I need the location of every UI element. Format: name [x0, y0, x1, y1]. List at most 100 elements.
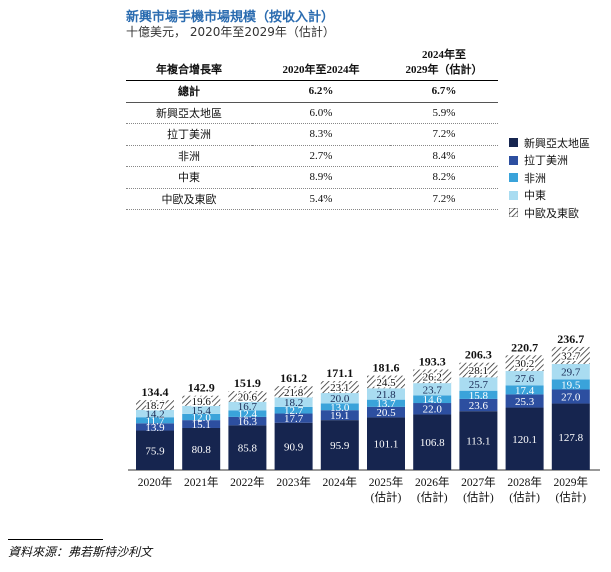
bar-segment-africa [505, 385, 544, 395]
legend-item-cee: 中歐及東歐 [509, 204, 590, 222]
bar-segment-africa [551, 379, 590, 390]
bar-segment-middle_east [228, 401, 267, 411]
bar-label-apac: 127.8 [558, 432, 583, 444]
x-tick-label: 2021年 [184, 475, 219, 489]
bar-total-label: 171.1 [326, 366, 353, 380]
bar-label-cee: 26.2 [423, 371, 442, 383]
bar-segment-latam [551, 389, 590, 404]
cagr-cell-v2: 8.2% [390, 166, 498, 189]
x-tick-label: 2027年 [461, 475, 496, 489]
x-tick-label: 2026年 [415, 475, 450, 489]
bar-label-africa: 17.4 [515, 385, 535, 397]
bar-segment-apac [228, 425, 267, 470]
bar-segment-africa [182, 413, 221, 421]
bar-label-apac: 120.1 [512, 434, 537, 446]
bar-segment-middle_east [182, 405, 221, 414]
x-tick-sublabel: (估計) [371, 490, 402, 504]
bar-segment-cee [136, 400, 174, 410]
bar-label-latam: 15.1 [192, 419, 211, 431]
bar-label-latam: 16.3 [238, 416, 258, 428]
x-tick-sublabel: (估計) [555, 490, 586, 504]
bar-label-middle_east: 16.7 [238, 401, 258, 413]
bar-segment-cee [551, 346, 590, 364]
cagr-cell-v2: 7.2% [390, 123, 498, 146]
bar-segment-africa [136, 417, 174, 424]
bar-segment-apac [551, 403, 590, 470]
bar-total-label: 206.3 [465, 348, 492, 362]
bar-label-africa: 12.4 [238, 409, 258, 421]
bar-label-latam: 27.0 [561, 392, 581, 404]
bar-total-label: 134.4 [142, 385, 169, 399]
bar-label-apac: 85.8 [238, 443, 258, 455]
cagr-cell-region: 中歐及東歐 [126, 188, 252, 210]
bar-total-label: 151.9 [234, 376, 261, 390]
bar-segment-africa [228, 410, 267, 417]
cagr-cell-region: 新興亞太地區 [126, 102, 252, 124]
cagr-header-region: 年複合增長率 [126, 40, 252, 81]
bar-segment-latam [228, 416, 267, 426]
bar-label-apac: 90.9 [284, 441, 304, 453]
bar-segment-cee [459, 362, 498, 378]
bar-total-label: 236.7 [557, 332, 584, 346]
bar-segment-africa [320, 403, 359, 411]
x-tick-sublabel: (估計) [417, 490, 448, 504]
bar-label-apac: 106.8 [420, 437, 445, 449]
bar-segment-latam [459, 398, 498, 412]
bar-label-middle_east: 15.4 [192, 405, 212, 417]
cagr-header-row: 年複合增長率 2020年至2024年 2024年至 2029年（估計） [126, 40, 498, 81]
legend-swatch-cee [509, 208, 518, 218]
x-tick-label: 2025年 [369, 475, 404, 489]
bar-segment-cee [274, 386, 313, 398]
bar-segment-apac [459, 411, 498, 470]
bar-segment-apac [182, 427, 221, 470]
bar-label-africa: 14.6 [423, 394, 443, 406]
chart-title: 新興市場手機市場規模（按收入計） [126, 10, 335, 25]
bar-label-middle_east: 29.7 [561, 367, 581, 379]
bar-segment-latam [274, 413, 313, 423]
x-tick-sublabel: (估計) [463, 490, 494, 504]
bar-segment-cee [505, 355, 544, 371]
cagr-cell-region: 中東 [126, 166, 252, 189]
bar-segment-cee [367, 375, 405, 389]
bar-label-cee: 20.6 [238, 391, 258, 403]
cagr-cell-v1: 8.3% [252, 123, 390, 146]
cagr-header-2024-2029: 2024年至 2029年（估計） [390, 40, 498, 81]
bar-label-cee: 19.6 [192, 396, 212, 408]
bar-label-apac: 101.1 [374, 439, 399, 451]
legend-label-africa: 非洲 [524, 171, 546, 185]
bar-segment-latam [182, 420, 221, 428]
legend-swatch-apac [509, 138, 518, 148]
cagr-cell-region: 非洲 [126, 145, 252, 167]
bar-segment-africa [367, 399, 405, 407]
bar-segment-apac [136, 430, 174, 470]
cagr-table: 年複合增長率 2020年至2024年 2024年至 2029年（估計） 總計 6… [126, 40, 498, 210]
bar-segment-cee [182, 395, 221, 406]
bar-label-latam: 17.7 [284, 413, 304, 425]
cagr-cell-region: 拉丁美洲 [126, 123, 252, 146]
bar-label-cee: 28.1 [469, 365, 488, 377]
bar-segment-latam [136, 423, 174, 431]
bar-segment-middle_east [136, 409, 174, 418]
bar-label-africa: 11.7 [146, 415, 165, 427]
bar-total-label: 161.2 [280, 371, 307, 385]
bar-label-middle_east: 27.6 [515, 373, 535, 385]
bar-segment-middle_east [413, 383, 452, 396]
legend-swatch-latam [509, 155, 518, 165]
cagr-cell-v2: 7.2% [390, 188, 498, 210]
bar-segment-apac [320, 420, 359, 470]
bar-label-africa: 13.0 [330, 402, 350, 414]
legend-label-apac: 新興亞太地區 [524, 136, 590, 150]
bar-segment-middle_east [367, 388, 405, 400]
bar-label-latam: 20.5 [376, 407, 396, 419]
bar-label-middle_east: 25.7 [469, 379, 489, 391]
cagr-cell-v2: 5.9% [390, 102, 498, 124]
bar-label-middle_east: 20.0 [330, 393, 350, 405]
x-tick-label: 2029年 [554, 475, 589, 489]
bar-segment-middle_east [459, 377, 498, 391]
cagr-row-africa: 非洲 2.7% 8.4% [126, 145, 498, 167]
bar-segment-africa [413, 395, 452, 404]
bar-segment-apac [413, 414, 452, 470]
bar-segment-apac [274, 422, 313, 470]
bar-segment-africa [274, 406, 313, 414]
legend-swatch-middle-east [509, 190, 518, 200]
